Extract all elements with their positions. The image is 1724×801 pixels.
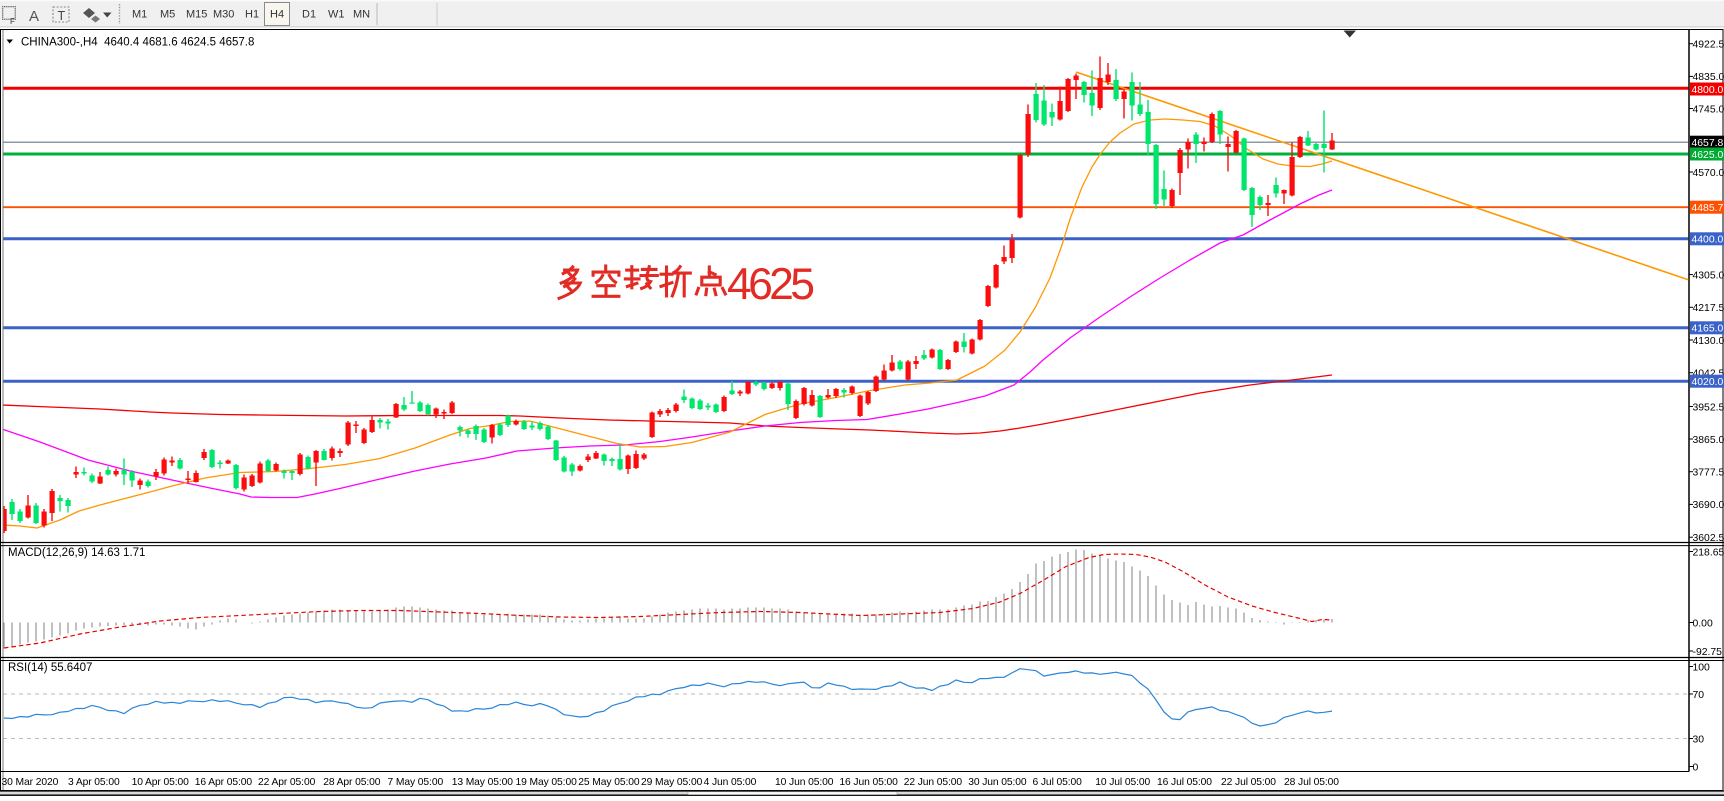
svg-text:MACD(12,26,9) 14.63 1.71: MACD(12,26,9) 14.63 1.71 — [8, 547, 145, 559]
svg-text:T: T — [58, 9, 66, 23]
svg-text:3865.0: 3865.0 — [1693, 435, 1724, 446]
svg-text:28 Jul 05:00: 28 Jul 05:00 — [1284, 777, 1339, 788]
svg-text:M1: M1 — [132, 9, 147, 21]
svg-text:A: A — [29, 8, 39, 25]
svg-text:4305.0: 4305.0 — [1693, 270, 1724, 281]
svg-text:22 Jul 05:00: 22 Jul 05:00 — [1221, 777, 1276, 788]
svg-text:3602.5: 3602.5 — [1693, 533, 1724, 544]
svg-text:4 Jun 05:00: 4 Jun 05:00 — [704, 777, 757, 788]
svg-text:4625: 4625 — [727, 260, 815, 309]
svg-text:16 Jul 05:00: 16 Jul 05:00 — [1157, 777, 1212, 788]
svg-text:30 Jun 05:00: 30 Jun 05:00 — [968, 777, 1027, 788]
svg-text:H1: H1 — [245, 9, 259, 21]
svg-text:W1: W1 — [328, 9, 345, 21]
svg-text:D1: D1 — [302, 9, 316, 21]
svg-text:0: 0 — [1693, 762, 1699, 773]
svg-text:10 Apr 05:00: 10 Apr 05:00 — [132, 777, 190, 788]
svg-text:4400.0: 4400.0 — [1692, 235, 1724, 246]
svg-text:6 Jul 05:00: 6 Jul 05:00 — [1033, 777, 1083, 788]
svg-text:4217.5: 4217.5 — [1693, 303, 1724, 314]
svg-text:RSI(14) 55.6407: RSI(14) 55.6407 — [8, 662, 92, 674]
svg-text:100: 100 — [1693, 662, 1711, 673]
svg-text:-92.75: -92.75 — [1693, 647, 1723, 658]
svg-text:3777.5: 3777.5 — [1693, 468, 1724, 479]
svg-text:MN: MN — [353, 9, 370, 21]
svg-text:10 Jun 05:00: 10 Jun 05:00 — [775, 777, 834, 788]
svg-text:0.00: 0.00 — [1693, 618, 1713, 629]
svg-text:H4: H4 — [270, 9, 284, 21]
svg-text:3690.0: 3690.0 — [1693, 500, 1724, 511]
svg-text:10 Jul 05:00: 10 Jul 05:00 — [1095, 777, 1150, 788]
svg-text:CHINA300-,H4 4640.4 4681.6 46: CHINA300-,H4 4640.4 4681.6 4624.5 4657.8 — [21, 37, 254, 49]
svg-text:4485.7: 4485.7 — [1692, 203, 1724, 214]
svg-text:29 May 05:00: 29 May 05:00 — [641, 777, 703, 788]
svg-text:4745.0: 4745.0 — [1693, 104, 1724, 115]
svg-text:4130.0: 4130.0 — [1693, 336, 1724, 347]
svg-text:70: 70 — [1693, 690, 1705, 701]
svg-text:4922.5: 4922.5 — [1693, 40, 1724, 51]
svg-text:3 Apr 05:00: 3 Apr 05:00 — [68, 777, 120, 788]
svg-text:16 Jun 05:00: 16 Jun 05:00 — [839, 777, 898, 788]
svg-text:4657.8: 4657.8 — [1692, 138, 1724, 149]
svg-text:M15: M15 — [186, 9, 207, 21]
svg-text:4625.0: 4625.0 — [1692, 150, 1724, 161]
svg-text:4835.0: 4835.0 — [1693, 72, 1724, 83]
svg-text:M30: M30 — [213, 9, 234, 21]
svg-text:M5: M5 — [160, 9, 175, 21]
svg-text:3952.5: 3952.5 — [1693, 402, 1724, 413]
svg-text:16 Apr 05:00: 16 Apr 05:00 — [195, 777, 253, 788]
svg-text:4165.0: 4165.0 — [1692, 324, 1724, 335]
svg-text:28 Apr 05:00: 28 Apr 05:00 — [323, 777, 381, 788]
svg-text:19 May 05:00: 19 May 05:00 — [516, 777, 578, 788]
svg-text:F: F — [10, 17, 15, 26]
svg-text:25 May 05:00: 25 May 05:00 — [578, 777, 640, 788]
svg-text:30: 30 — [1693, 734, 1705, 745]
svg-text:4800.0: 4800.0 — [1692, 85, 1724, 96]
svg-text:7 May 05:00: 7 May 05:00 — [388, 777, 444, 788]
svg-text:30 Mar 2020: 30 Mar 2020 — [2, 777, 59, 788]
svg-text:22 Apr 05:00: 22 Apr 05:00 — [258, 777, 316, 788]
svg-text:218.65: 218.65 — [1693, 547, 1724, 558]
svg-text:13 May 05:00: 13 May 05:00 — [452, 777, 514, 788]
svg-text:4020.0: 4020.0 — [1692, 377, 1724, 388]
svg-text:4570.0: 4570.0 — [1693, 168, 1724, 179]
svg-text:22 Jun 05:00: 22 Jun 05:00 — [904, 777, 963, 788]
